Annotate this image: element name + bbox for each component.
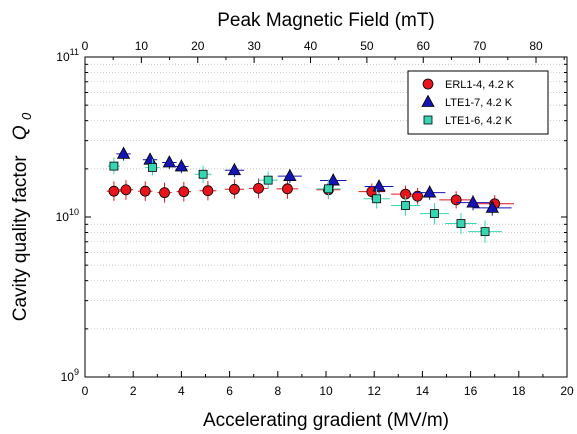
point-marker [402,201,410,209]
bottom-x-tick-label: 18 [512,384,526,398]
point-marker [284,170,296,181]
bottom-x-tick-label: 10 [319,384,333,398]
point-marker [163,156,175,167]
point-marker [109,186,119,196]
data-point [116,147,130,160]
point-marker [430,210,438,218]
data-point [277,179,299,199]
data-point [278,169,302,183]
svg-text:Cavity quality factor Q: Cavity quality factor Q 0 [10,112,34,321]
legend-label: ERL1-4, 4.2 K [445,79,515,91]
data-point [199,181,216,200]
top-x-tick-label: 50 [360,39,374,53]
top-x-tick-label: 80 [529,39,543,53]
bottom-x-tick-label: 2 [130,384,137,398]
bottom-x-tick-label: 20 [560,384,574,398]
point-marker [160,188,170,198]
data-point [157,183,171,203]
legend-marker [423,79,433,89]
point-marker [327,174,339,185]
series [107,147,514,243]
bottom-x-tick-labels: 0 2 4 6 8 10 12 14 16 18 20 [82,384,574,398]
point-marker [324,185,332,193]
y-tick-label: 1010 [56,207,79,224]
y-tick-label: 109 [61,367,79,384]
point-marker [140,186,150,196]
data-point [138,181,152,201]
legend-marker [424,116,432,124]
point-marker [424,186,436,197]
y-axis-title-text: Cavity quality factor [10,155,31,321]
point-marker [451,195,461,205]
y-tick-labels: 109 1010 1011 [56,47,79,384]
data-point [420,203,449,224]
data-point [119,180,133,200]
bottom-x-tick-label: 4 [178,384,185,398]
point-marker [199,170,207,178]
y-axis-title-symbol: Q [10,125,31,140]
legend: ERL1-4, 4.2 K LTE1-7, 4.2 K LTE1-6, 4.2 K [408,71,548,134]
point-marker [118,147,130,158]
point-marker [481,228,489,236]
point-marker [179,187,189,197]
top-x-tick-label: 30 [247,39,261,53]
top-axis-title: Peak Magnetic Field (mT) [217,10,435,31]
bottom-x-tick-label: 12 [368,384,382,398]
bottom-x-tick-label: 14 [416,384,430,398]
point-marker [144,153,156,164]
data-point [320,174,347,188]
point-marker [203,186,213,196]
bottom-axis-title: Accelerating gradient (MV/m) [203,410,449,431]
legend-label: LTE1-7, 4.2 K [445,97,513,109]
data-point [225,179,244,198]
data-point [225,163,244,176]
point-marker [457,220,465,228]
top-x-tick-labels: 0 10 20 30 40 50 60 70 80 [82,39,543,53]
top-x-tick-label: 10 [135,39,149,53]
point-marker [175,160,187,171]
data-point [162,156,176,169]
point-marker [264,176,272,184]
point-marker [148,163,156,171]
top-x-tick-label: 0 [82,39,89,53]
data-point [445,213,476,234]
point-marker [282,184,292,194]
data-point [195,165,212,183]
data-point [108,158,120,175]
point-marker [373,195,381,203]
point-marker [121,185,131,195]
point-marker [467,196,479,207]
data-point [177,182,191,202]
bottom-x-tick-label: 6 [226,384,233,398]
point-marker [373,180,385,191]
bottom-x-tick-label: 0 [82,384,89,398]
y-axis-title: Cavity quality factor Q 0 [10,112,34,321]
data-point [174,160,188,173]
bottom-x-tick-label: 16 [464,384,478,398]
top-x-tick-label: 20 [191,39,205,53]
legend-label: LTE1-6, 4.2 K [445,115,513,127]
point-marker [254,183,264,193]
top-x-tick-label: 60 [417,39,431,53]
series-circle [107,179,514,213]
y-tick-label: 1011 [56,47,79,64]
data-point [107,181,121,201]
series-triangle [116,147,511,215]
bottom-x-tick-label: 8 [274,384,281,398]
top-x-tick-label: 70 [473,39,487,53]
point-marker [228,164,240,175]
point-marker [110,162,118,170]
y-axis-title-subscript: 0 [19,112,34,120]
point-marker [229,184,239,194]
top-x-tick-label: 40 [304,39,318,53]
